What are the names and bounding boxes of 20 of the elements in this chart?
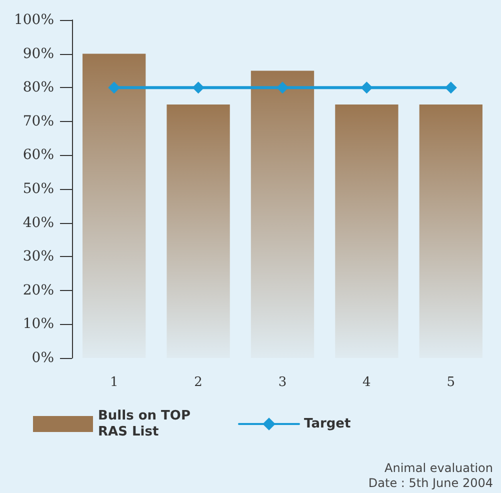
legend-label: Target (304, 416, 351, 432)
x-tick-label: 1 (110, 375, 118, 390)
y-tick-label: 50% (22, 181, 54, 197)
legend-label: Bulls on TOP RAS List (98, 408, 196, 440)
x-tick-label: 2 (194, 375, 202, 390)
y-tick-label: 80% (22, 80, 54, 96)
text: Animal evaluation (384, 461, 493, 475)
y-tick-label: 30% (22, 248, 54, 265)
x-tick-label: 3 (278, 375, 287, 390)
y-tick-label: 20% (22, 282, 54, 298)
x-tick-label: 5 (446, 375, 456, 390)
x-tick-label: 4 (362, 375, 371, 390)
y-tick-label: 10% (22, 316, 54, 332)
y-tick-label: 100% (14, 12, 54, 28)
y-tick-label: 90% (22, 46, 54, 62)
y-tick-label: 0% (32, 350, 54, 366)
text: Date : 5th June 2004 (368, 476, 493, 490)
y-tick-label: 60% (22, 147, 54, 164)
y-tick-label: 70% (22, 113, 54, 130)
y-tick-label: 40% (22, 214, 54, 231)
